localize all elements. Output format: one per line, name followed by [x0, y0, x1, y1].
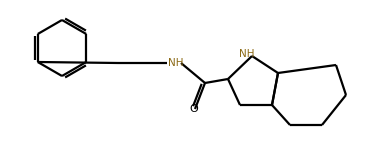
Text: O: O	[190, 104, 198, 114]
Text: NH: NH	[168, 58, 183, 68]
Text: NH: NH	[239, 49, 255, 59]
